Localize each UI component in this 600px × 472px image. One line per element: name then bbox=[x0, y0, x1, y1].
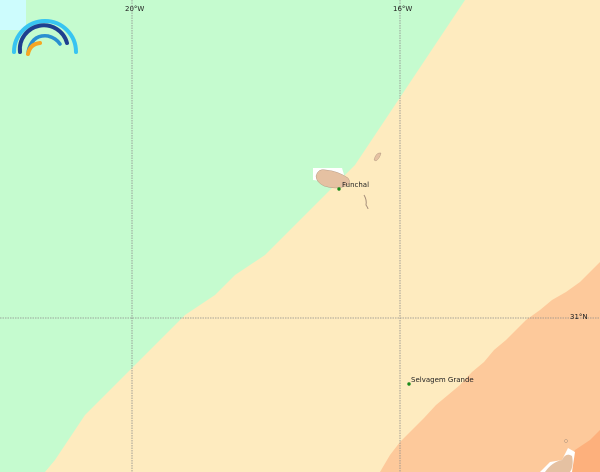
canary-island bbox=[545, 454, 573, 472]
place-label-selvagem-grande: Selvagem Grande bbox=[411, 376, 474, 384]
porto-santo-island bbox=[373, 152, 382, 162]
desertas-islands bbox=[363, 194, 369, 210]
place-label-funchal: Funchal bbox=[342, 181, 370, 189]
longitude-label-16w: 16°W bbox=[393, 5, 413, 13]
latitude-label-31n: 31°N bbox=[570, 313, 588, 321]
longitude-label-20w: 20°W bbox=[125, 5, 145, 13]
selvagem-grande-marker[interactable] bbox=[407, 382, 411, 386]
madeira-island bbox=[315, 169, 350, 189]
zone-yellow bbox=[45, 0, 600, 472]
funchal-marker[interactable] bbox=[337, 187, 341, 191]
zone-cyan bbox=[0, 0, 26, 30]
app-logo-icon bbox=[12, 19, 78, 56]
islet bbox=[564, 439, 568, 443]
zone-orange bbox=[380, 262, 600, 472]
